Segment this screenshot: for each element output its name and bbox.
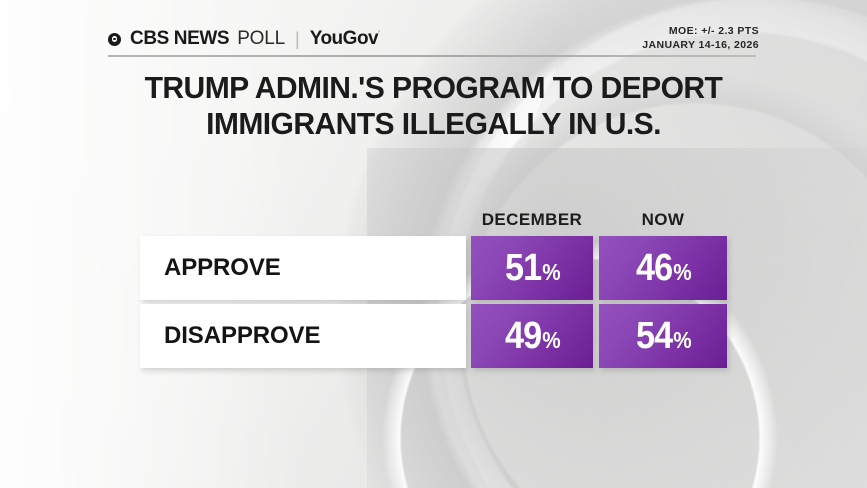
cbs-news-poll-logo: CBS NEWS POLL | YouGov’ [108,28,380,50]
value-text: 51% [504,247,561,289]
column-header-now: NOW [641,210,685,229]
poll-metadata: MOE: +/- 2.3 PTS JANUARY 14-16, 2026 [642,24,759,52]
value-cell-approve-now: 46% [599,236,727,300]
title-line-1: TRUMP ADMIN.'S PROGRAM TO DEPORT [144,70,723,105]
field-dates: JANUARY 14-16, 2026 [642,39,759,52]
value-cell-approve-december: 51% [471,236,593,300]
value-text: 54% [635,315,692,357]
logo-divider: | [295,28,300,49]
column-header-december: DECEMBER [481,210,583,229]
margin-of-error: MOE: +/- 2.3 PTS [668,25,759,37]
row-label-disapprove: DISAPPROVE [140,304,466,368]
value-cell-disapprove-december: 49% [471,304,593,368]
trademark-mark: ’ [378,29,380,39]
row-label-text: APPROVE [164,254,281,281]
title-line-2: IMMIGRANTS ILLEGALLY IN U.S. [206,105,661,141]
cbs-eye-icon [108,32,121,46]
value-cell-disapprove-now: 54% [599,304,727,368]
partner-name: YouGov’ [309,28,380,49]
column-headers: DECEMBER NOW [0,210,867,232]
page-title: TRUMP ADMIN.'S PROGRAM TO DEPORT IMMIGRA… [13,70,854,142]
table-row: DISAPPROVE 49% 54% [0,304,867,368]
value-text: 49% [504,315,561,357]
row-label-approve: APPROVE [140,236,466,300]
table-row: APPROVE 51% 46% [0,236,867,300]
row-label-text: DISAPPROVE [164,322,321,349]
network-name: CBS NEWS [130,28,230,49]
value-text: 46% [635,247,692,289]
header-divider-rule [108,55,756,57]
poll-word: POLL [237,28,285,49]
